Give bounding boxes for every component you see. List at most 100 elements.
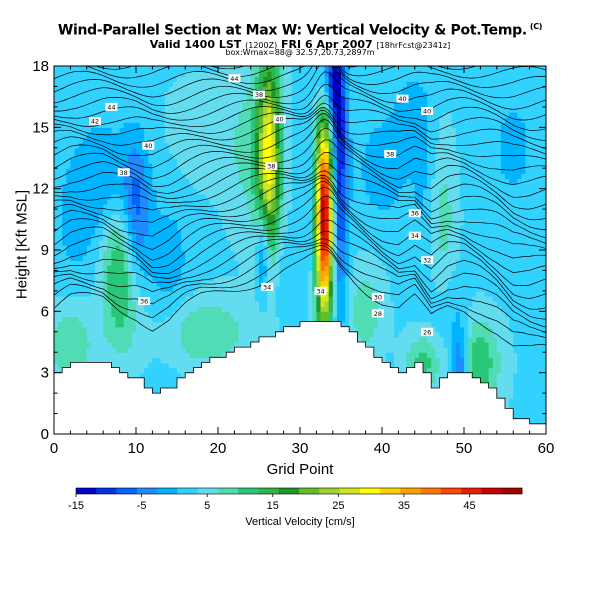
heatmap-cell [357,280,363,287]
chart-title-text: Wind-Parallel Section at Max W: Vertical… [57,22,527,39]
heatmap-cell [390,260,395,266]
heatmap-cell [521,306,527,312]
heatmap-cell [451,367,457,374]
heatmap-cell [427,296,432,302]
heatmap-cell [205,342,211,348]
heatmap-cell [513,244,518,251]
heatmap-cell [369,270,375,277]
heatmap-cell [168,260,174,266]
heatmap-cell [287,265,293,272]
heatmap-cell [353,290,358,297]
heatmap-cell [525,229,531,236]
heatmap-cell [242,285,248,292]
heatmap-cell [230,275,235,282]
heatmap-cell [152,301,158,307]
heatmap-cell [402,306,408,312]
heatmap-cell [439,275,445,282]
heatmap-cell [168,352,174,358]
heatmap-cell [447,234,453,241]
heatmap-cell [484,352,490,358]
heatmap-cell [451,234,457,241]
heatmap-cell [271,224,276,231]
heatmap-cell [185,316,190,323]
heatmap-cell [111,362,117,369]
heatmap-cell [521,367,527,374]
heatmap-cell [193,347,199,353]
heatmap-cell [95,347,100,353]
heatmap-cell [341,296,346,302]
heatmap-cell [533,244,539,251]
heatmap-cell [505,393,510,399]
heatmap-cell [500,270,506,277]
heatmap-cell [259,321,264,328]
heatmap-cell [435,362,440,369]
heatmap-cell [324,275,330,282]
heatmap-cell [275,296,281,302]
heatmap-cell [123,362,129,369]
heatmap-cell [324,239,330,246]
heatmap-cell [525,347,531,353]
heatmap-cell [82,229,88,236]
heatmap-cell [418,290,424,297]
heatmap-cell [336,265,342,272]
heatmap-cell [259,265,264,272]
heatmap-cell [513,265,518,272]
heatmap-cell [349,265,354,272]
heatmap-cell [402,296,408,302]
heatmap-cell [492,357,498,364]
heatmap-cell [496,372,502,379]
heatmap-cell [189,285,194,292]
heatmap-cell [99,270,104,277]
heatmap-cell [349,239,354,246]
heatmap-cell [222,347,227,353]
heatmap-cell [74,311,80,318]
heatmap-cell [82,244,88,251]
heatmap-cell [164,260,170,266]
heatmap-cell [533,321,539,328]
heatmap-cell [455,255,461,261]
heatmap-cell [144,321,149,328]
heatmap-cell [78,326,84,333]
heatmap-cell [505,403,510,410]
heatmap-cell [513,296,518,302]
heatmap-cell [484,377,490,384]
heatmap-cell [279,265,285,272]
heatmap-cell [533,393,539,399]
heatmap-cell [447,321,453,328]
heatmap-cell [300,306,305,312]
heatmap-cell [193,321,199,328]
heatmap-cell [189,290,194,297]
heatmap-cell [373,306,379,312]
heatmap-cell [480,275,486,282]
heatmap-cell [492,270,498,277]
heatmap-cell [152,342,158,348]
heatmap-cell [488,347,494,353]
heatmap-cell [82,347,88,353]
heatmap-cell [316,244,322,251]
heatmap-cell [115,280,121,287]
heatmap-cell [472,362,477,369]
heatmap-cell [394,234,399,241]
heatmap-cell [107,250,112,256]
heatmap-cell [201,336,207,343]
heatmap-cell [131,280,137,287]
heatmap-cell [541,280,546,287]
heatmap-cell [488,362,494,369]
heatmap-cell [115,275,121,282]
heatmap-cell [70,280,76,287]
heatmap-cell [95,280,100,287]
heatmap-cell [394,336,399,343]
heatmap-cell [189,336,194,343]
heatmap-cell [300,275,305,282]
heatmap-cell [267,326,272,333]
heatmap-cell [427,244,432,251]
heatmap-cell [152,352,158,358]
heatmap-cell [505,311,510,318]
heatmap-cell [111,285,117,292]
heatmap-cell [222,316,227,323]
heatmap-cell [509,347,514,353]
heatmap-cell [287,311,293,318]
heatmap-cell [156,382,162,389]
heatmap-cell [62,255,67,261]
heatmap-cell [505,260,510,266]
